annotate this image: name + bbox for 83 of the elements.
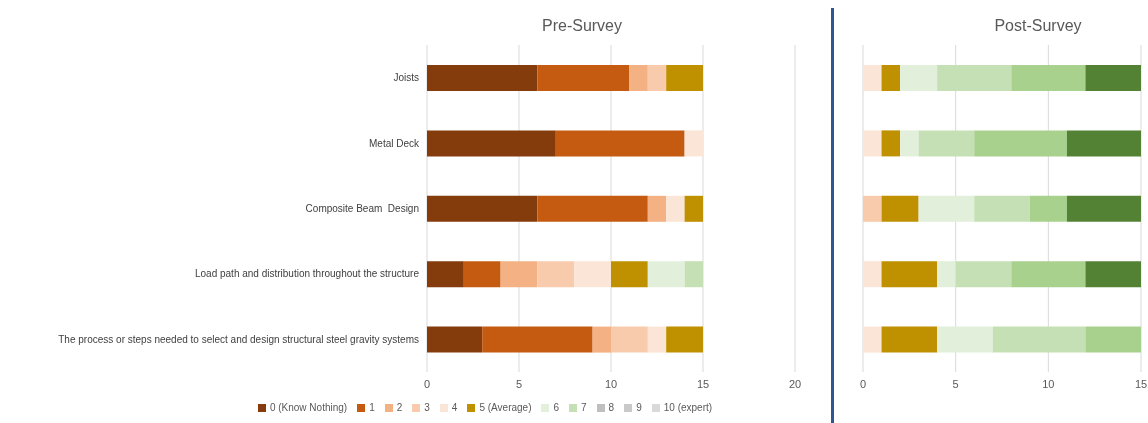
bar — [900, 65, 938, 91]
bar — [900, 130, 919, 157]
bar — [463, 261, 501, 288]
bar — [918, 130, 975, 157]
bar — [918, 195, 975, 222]
x-tick-label: 15 — [1134, 377, 1148, 390]
bar — [647, 326, 667, 353]
bar — [427, 326, 483, 353]
y-tick-label: The process or steps needed to select and design structural steel gravity systems — [58, 333, 419, 345]
x-tick-label: 15 — [696, 377, 710, 390]
bar — [992, 326, 1086, 353]
bar — [684, 261, 703, 288]
legend-label: 5 (Average) — [479, 402, 532, 413]
bar — [427, 261, 464, 288]
legend-label: 10 (expert) — [663, 402, 713, 413]
bar — [1066, 195, 1141, 222]
x-tick-label: 10 — [1042, 377, 1055, 390]
bar — [666, 326, 703, 353]
chart-title: Pre-Survey — [541, 17, 623, 35]
x-tick-label: 5 — [952, 377, 959, 390]
bar — [881, 195, 919, 222]
bar — [482, 326, 593, 353]
x-tick-label: 5 — [515, 377, 523, 390]
bar — [1029, 195, 1067, 222]
bar — [629, 65, 648, 91]
legend-label: 0 (Know Nothing) — [269, 402, 348, 413]
legend-label: 2 — [396, 402, 403, 413]
bar — [1085, 261, 1141, 288]
y-tick-label: Composite Beam Design — [305, 203, 419, 214]
legend-label: 4 — [451, 402, 458, 413]
bar — [537, 195, 648, 222]
bar — [955, 261, 1012, 288]
x-tick-label: 20 — [788, 377, 802, 390]
bar — [592, 326, 611, 353]
legend-label: 1 — [369, 402, 375, 413]
bar — [881, 130, 901, 157]
bar — [881, 261, 938, 288]
legend-label: 7 — [581, 402, 587, 413]
bar — [647, 195, 667, 222]
y-tick-label: Metal Deck — [368, 137, 420, 149]
x-tick-label: 0 — [859, 377, 867, 390]
chart-title: Post-Survey — [993, 17, 1083, 35]
bar — [1011, 261, 1086, 288]
bar — [1011, 65, 1086, 91]
bar — [666, 195, 685, 222]
bar — [537, 65, 630, 91]
bar — [881, 326, 938, 353]
bar — [881, 65, 901, 91]
y-tick-label: Joists — [393, 72, 419, 84]
bar — [1085, 65, 1141, 91]
bar — [863, 195, 882, 222]
bar — [555, 130, 685, 157]
legend-label: 8 — [608, 402, 615, 413]
bar — [611, 326, 648, 353]
bar — [611, 261, 648, 288]
bar — [684, 195, 703, 222]
bar — [500, 261, 538, 288]
legend-label: 9 — [636, 402, 642, 413]
bar — [647, 65, 667, 91]
bar — [937, 65, 1012, 91]
bar — [427, 65, 538, 91]
bar — [974, 130, 1067, 157]
bar — [863, 130, 882, 157]
bar — [974, 195, 1030, 222]
bar — [666, 65, 703, 91]
x-tick-label: 0 — [423, 377, 431, 390]
bar — [1085, 326, 1141, 353]
bar — [863, 261, 882, 288]
bar — [537, 261, 575, 288]
bar — [684, 130, 703, 157]
y-tick-label: Load path and distribution throughout the structure — [194, 268, 420, 280]
bar — [427, 130, 556, 157]
x-tick-label: 10 — [604, 377, 618, 390]
bar — [1066, 130, 1141, 157]
bar — [863, 326, 882, 353]
bar — [863, 65, 882, 91]
bar — [937, 261, 956, 288]
bar — [574, 261, 611, 288]
legend-label: 3 — [424, 402, 430, 413]
legend-label: 6 — [553, 402, 560, 413]
bar — [427, 195, 538, 222]
bar — [647, 261, 685, 288]
bar — [937, 326, 993, 353]
